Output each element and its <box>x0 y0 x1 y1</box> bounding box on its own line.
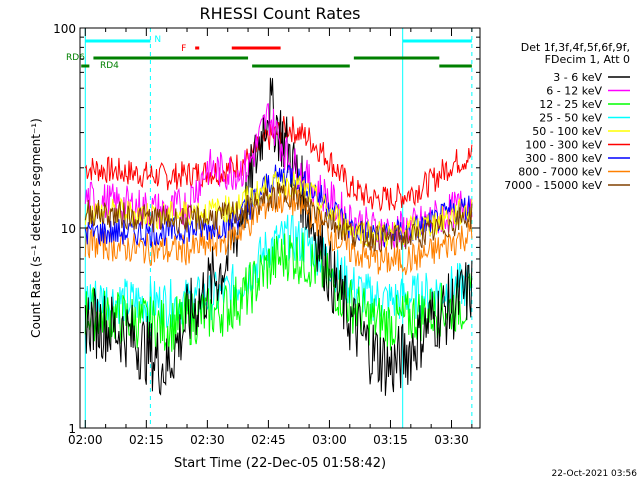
legend-label: 6 - 12 keV <box>546 85 602 98</box>
legend-label: 800 - 7000 keV <box>518 166 602 179</box>
x-tick-label: 02:15 <box>129 433 164 447</box>
x-tick-label: 02:30 <box>190 433 225 447</box>
x-tick-label: 03:15 <box>373 433 408 447</box>
x-tick-label: 03:00 <box>312 433 347 447</box>
x-tick-label: 02:00 <box>68 433 103 447</box>
series-line-7000-15000-kev <box>84 182 473 253</box>
flag-label-f: F <box>181 44 186 54</box>
x-axis-label: Start Time (22-Dec-05 01:58:42) <box>174 456 386 471</box>
y-tick-label: 10 <box>61 222 76 236</box>
footer-date: 22-Oct-2021 03:56 <box>552 469 638 479</box>
series-line-3-6-kev <box>84 77 473 396</box>
legend-label: 12 - 25 keV <box>539 98 602 111</box>
series-line-50-100-kev <box>84 171 473 247</box>
flag-label-n: N <box>154 35 161 45</box>
series-line-800-7000-kev <box>84 183 473 276</box>
x-tick-label: 02:45 <box>251 433 286 447</box>
x-tick-label: 03:30 <box>434 433 469 447</box>
legend-header-line-2: FDecim 1, Att 0 <box>545 53 630 66</box>
series-line-12-25-kev <box>84 232 473 354</box>
chart-title: RHESSI Count Rates <box>200 4 361 23</box>
y-tick-label: 1 <box>68 422 76 436</box>
y-tick-label: 100 <box>53 22 76 36</box>
series-line-100-300-kev <box>84 116 473 212</box>
legend-header-line-1: Det 1f,3f,4f,5f,6f,9f, <box>521 41 630 54</box>
y-axis-label: Count Rate (s⁻¹ detector segment⁻¹) <box>29 118 43 338</box>
flag-label-rd4: RD4 <box>100 61 119 71</box>
legend-label: 50 - 100 keV <box>532 125 602 138</box>
legend-label: 25 - 50 keV <box>539 112 602 125</box>
legend-label: 7000 - 15000 keV <box>504 179 602 192</box>
legend-label: 3 - 6 keV <box>553 71 602 84</box>
flag-label-rd6: RD6 <box>66 53 85 63</box>
legend-label: 300 - 800 keV <box>525 152 602 165</box>
legend-label: 100 - 300 keV <box>525 139 602 152</box>
